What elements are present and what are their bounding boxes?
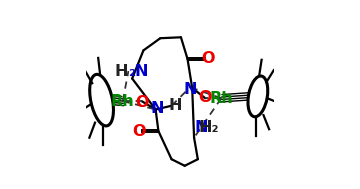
Text: N: N [194,120,208,135]
Text: O: O [199,90,212,105]
Text: N: N [150,101,164,115]
Text: N: N [184,82,197,97]
Text: O: O [132,124,146,139]
Text: ₂N: ₂N [129,64,149,79]
Text: O: O [201,51,214,66]
Text: H: H [168,98,182,113]
Text: Rh: Rh [111,94,135,108]
Text: O: O [135,94,148,109]
Text: H: H [115,64,129,79]
Text: H₂: H₂ [199,120,219,135]
Text: Rh: Rh [210,91,233,106]
